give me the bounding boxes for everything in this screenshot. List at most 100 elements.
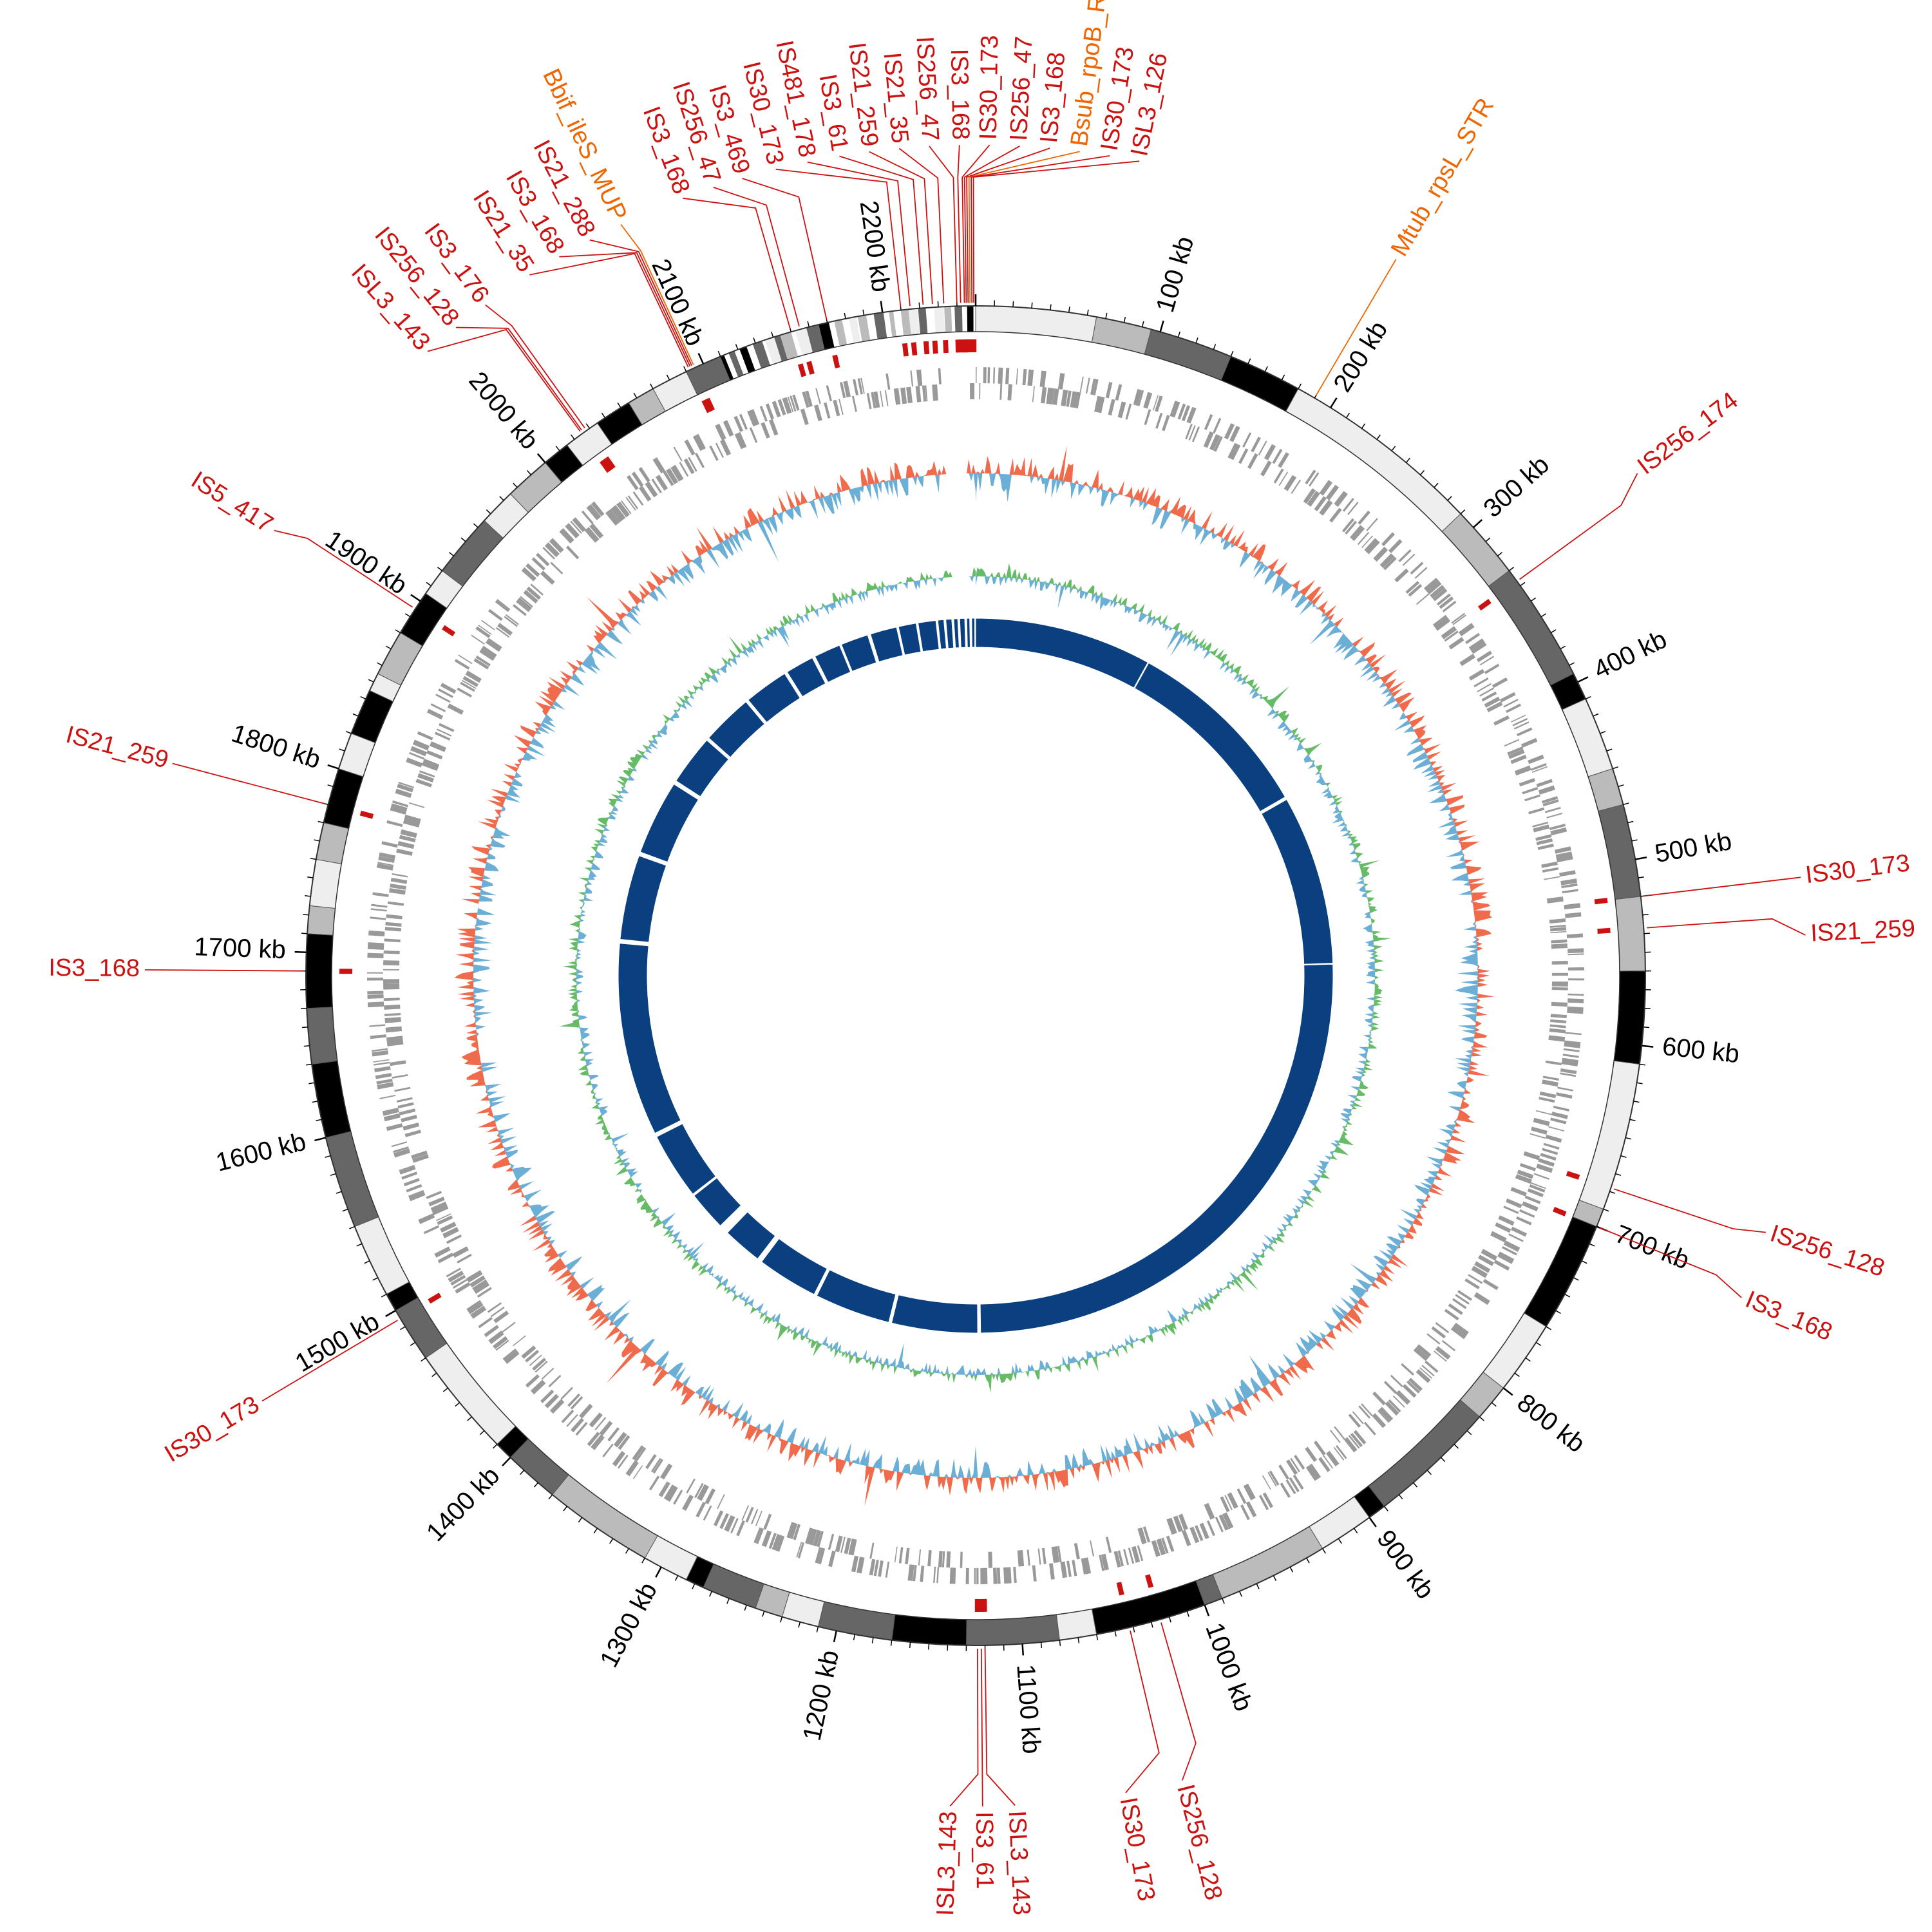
cds-feature — [455, 1282, 471, 1294]
cds-feature — [736, 1520, 745, 1537]
annotation-leader-line — [963, 146, 1020, 303]
tick-mark — [844, 312, 846, 319]
ideogram-block — [325, 1131, 379, 1227]
cds-feature — [1396, 1390, 1411, 1405]
tick-mark — [625, 1548, 629, 1554]
cds-feature — [386, 1038, 403, 1044]
tick-mark — [1508, 567, 1515, 571]
cds-feature — [1553, 1105, 1569, 1112]
cds-feature — [430, 1201, 447, 1212]
cds-feature — [1290, 1457, 1300, 1473]
tick-mark — [513, 482, 518, 488]
cds-feature — [1366, 518, 1378, 531]
cds-feature — [1410, 562, 1424, 575]
cds-feature — [1307, 1463, 1321, 1480]
contig-segment — [656, 1123, 717, 1195]
cds-feature — [495, 600, 509, 612]
cds-feature — [1477, 683, 1492, 692]
cds-feature — [1531, 1126, 1548, 1135]
cds-feature — [505, 614, 519, 625]
cds-feature — [1549, 1028, 1566, 1034]
tick-mark — [880, 301, 884, 313]
cds-feature — [715, 442, 724, 458]
tick-mark — [1577, 676, 1589, 683]
cds-feature — [428, 1197, 444, 1204]
cds-feature — [1181, 405, 1191, 422]
cds-feature — [1022, 368, 1027, 386]
cds-feature — [1444, 1309, 1459, 1321]
cds-feature — [478, 1316, 493, 1329]
cds-feature — [1563, 1048, 1580, 1052]
tick-label: 100 kb — [1151, 233, 1199, 316]
tick-mark — [442, 1387, 448, 1392]
cds-feature — [1426, 580, 1442, 595]
cds-feature — [1192, 426, 1200, 442]
cds-feature — [1081, 1558, 1089, 1575]
cds-feature — [610, 507, 623, 522]
cds-feature — [418, 1213, 435, 1224]
cds-feature — [1544, 807, 1561, 813]
cds-feature — [474, 1282, 490, 1294]
annotation-leader-line — [559, 252, 691, 367]
cds-feature — [1155, 395, 1163, 412]
tick-mark — [1426, 1470, 1432, 1475]
cds-feature — [922, 385, 927, 402]
cds-feature — [1057, 373, 1065, 390]
contig-segment — [840, 634, 877, 672]
tick-mark — [1440, 1457, 1446, 1463]
cds-feature — [775, 1535, 785, 1552]
cds-feature — [1448, 637, 1464, 650]
cds-feature — [1042, 1548, 1046, 1564]
cds-feature — [993, 1567, 998, 1584]
cds-feature — [840, 1537, 846, 1553]
cds-feature — [391, 1141, 408, 1148]
cds-feature — [906, 386, 913, 404]
cds-feature — [1442, 600, 1457, 612]
is-element-mark — [1594, 898, 1608, 905]
is-element-annotation: IS30_173 — [1115, 1630, 1160, 1903]
cds-feature — [520, 596, 533, 608]
cds-feature — [873, 391, 880, 408]
cds-feature — [1206, 1520, 1215, 1537]
cds-feature — [383, 960, 400, 966]
cds-feature — [406, 757, 423, 768]
cds-feature — [1323, 1455, 1334, 1469]
cds-feature — [392, 800, 408, 808]
cds-feature — [621, 500, 632, 515]
cds-feature — [450, 1274, 466, 1286]
cds-feature — [1432, 588, 1448, 601]
tick-mark — [1631, 839, 1638, 842]
is-element-mark — [428, 1293, 442, 1304]
cds-feature — [1524, 794, 1540, 802]
cds-feature — [473, 658, 489, 670]
cds-feature — [949, 1567, 952, 1584]
tick-mark — [1412, 1482, 1418, 1488]
cds-feature — [373, 1059, 390, 1063]
cds-feature — [652, 1459, 663, 1474]
cds-feature — [974, 1568, 976, 1585]
cds-feature — [1486, 701, 1503, 712]
cds-feature — [1156, 1538, 1166, 1555]
cds-feature — [460, 681, 475, 692]
cds-feature — [828, 1533, 835, 1550]
is-element-annotation: ISL3_143 — [932, 1648, 979, 1917]
tick-mark — [862, 309, 865, 316]
tick-mark — [385, 645, 392, 650]
tick-mark — [717, 350, 721, 357]
cds-feature — [1358, 1405, 1371, 1419]
cds-feature — [1319, 480, 1333, 496]
cds-feature — [1468, 668, 1485, 681]
cds-feature — [435, 732, 451, 741]
cds-feature — [575, 1422, 588, 1436]
cds-feature — [1032, 1565, 1037, 1582]
cds-feature — [395, 790, 412, 798]
cds-feature — [1539, 1097, 1555, 1103]
cds-feature — [880, 390, 884, 407]
cds-feature — [1567, 1010, 1584, 1014]
contig-segment — [816, 1269, 896, 1323]
cds-feature — [936, 1567, 940, 1584]
cds-feature — [1203, 431, 1214, 448]
cds-feature — [1142, 1526, 1151, 1543]
cds-feature — [761, 1530, 772, 1548]
cds-feature — [1390, 1374, 1403, 1388]
